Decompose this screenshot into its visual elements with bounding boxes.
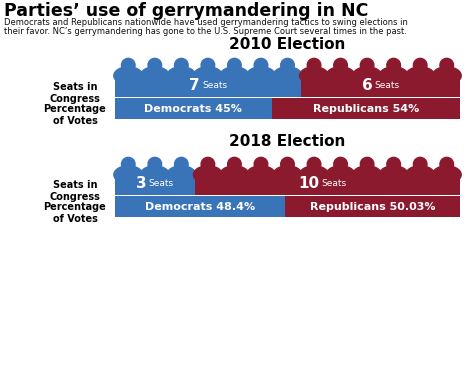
Text: Parties’ use of gerrymandering in NC: Parties’ use of gerrymandering in NC: [4, 2, 368, 20]
Ellipse shape: [300, 166, 328, 184]
Text: Seats: Seats: [202, 81, 227, 90]
Ellipse shape: [140, 67, 169, 85]
Text: Democrats and Republicans nationwide have used gerrymandering tactics to swing e: Democrats and Republicans nationwide hav…: [4, 18, 408, 27]
Circle shape: [201, 157, 215, 171]
Circle shape: [254, 157, 268, 171]
Circle shape: [307, 59, 321, 72]
Text: Democrats 45%: Democrats 45%: [145, 103, 242, 114]
Text: 3: 3: [136, 176, 147, 190]
Ellipse shape: [406, 166, 435, 184]
Circle shape: [121, 157, 135, 171]
Ellipse shape: [379, 67, 408, 85]
Ellipse shape: [300, 67, 328, 85]
Ellipse shape: [326, 166, 355, 184]
Ellipse shape: [114, 67, 143, 85]
Circle shape: [413, 59, 427, 72]
Text: Democrats 48.4%: Democrats 48.4%: [145, 201, 255, 212]
Ellipse shape: [167, 67, 196, 85]
Text: Republicans 54%: Republicans 54%: [313, 103, 419, 114]
Circle shape: [334, 59, 347, 72]
FancyBboxPatch shape: [115, 73, 301, 97]
Ellipse shape: [220, 166, 249, 184]
Ellipse shape: [114, 166, 143, 184]
Circle shape: [360, 59, 374, 72]
Ellipse shape: [379, 166, 408, 184]
Ellipse shape: [246, 166, 275, 184]
Text: Seats: Seats: [149, 179, 174, 187]
Text: Seats: Seats: [374, 81, 400, 90]
Text: 6: 6: [362, 78, 373, 92]
Ellipse shape: [326, 67, 355, 85]
FancyBboxPatch shape: [115, 171, 195, 195]
FancyBboxPatch shape: [285, 196, 460, 217]
FancyBboxPatch shape: [301, 73, 460, 97]
Ellipse shape: [140, 166, 169, 184]
Ellipse shape: [193, 166, 222, 184]
Ellipse shape: [246, 67, 275, 85]
Circle shape: [281, 157, 294, 171]
Ellipse shape: [353, 166, 382, 184]
Ellipse shape: [432, 67, 461, 85]
Ellipse shape: [273, 166, 302, 184]
Circle shape: [228, 157, 241, 171]
Text: 2010 Election: 2010 Election: [229, 37, 345, 52]
Circle shape: [334, 157, 347, 171]
Circle shape: [121, 59, 135, 72]
Text: Seats in
Congress: Seats in Congress: [50, 82, 100, 104]
Circle shape: [148, 157, 162, 171]
Text: Seats: Seats: [321, 179, 346, 187]
Circle shape: [387, 157, 401, 171]
Text: 7: 7: [189, 78, 200, 92]
FancyBboxPatch shape: [195, 171, 460, 195]
Ellipse shape: [167, 166, 196, 184]
Circle shape: [174, 157, 188, 171]
Ellipse shape: [273, 67, 302, 85]
Circle shape: [440, 157, 454, 171]
Text: their favor. NC’s gerrymandering has gone to the U.S. Supreme Court several time: their favor. NC’s gerrymandering has gon…: [4, 27, 407, 36]
Circle shape: [254, 59, 268, 72]
Circle shape: [148, 59, 162, 72]
Text: Percentage
of Votes: Percentage of Votes: [44, 104, 106, 127]
Text: 10: 10: [298, 176, 319, 190]
Ellipse shape: [353, 67, 382, 85]
Text: Republicans 50.03%: Republicans 50.03%: [310, 201, 435, 212]
FancyBboxPatch shape: [272, 98, 460, 119]
Text: 2018 Election: 2018 Election: [229, 134, 345, 149]
Circle shape: [413, 157, 427, 171]
Circle shape: [360, 157, 374, 171]
Circle shape: [174, 59, 188, 72]
Circle shape: [228, 59, 241, 72]
Circle shape: [387, 59, 401, 72]
FancyBboxPatch shape: [115, 196, 285, 217]
Ellipse shape: [406, 67, 435, 85]
Circle shape: [440, 59, 454, 72]
FancyBboxPatch shape: [115, 98, 272, 119]
Circle shape: [201, 59, 215, 72]
Text: Seats in
Congress: Seats in Congress: [50, 180, 100, 203]
Ellipse shape: [220, 67, 249, 85]
Ellipse shape: [432, 166, 461, 184]
Circle shape: [281, 59, 294, 72]
Text: Percentage
of Votes: Percentage of Votes: [44, 202, 106, 225]
Circle shape: [307, 157, 321, 171]
Ellipse shape: [193, 67, 222, 85]
